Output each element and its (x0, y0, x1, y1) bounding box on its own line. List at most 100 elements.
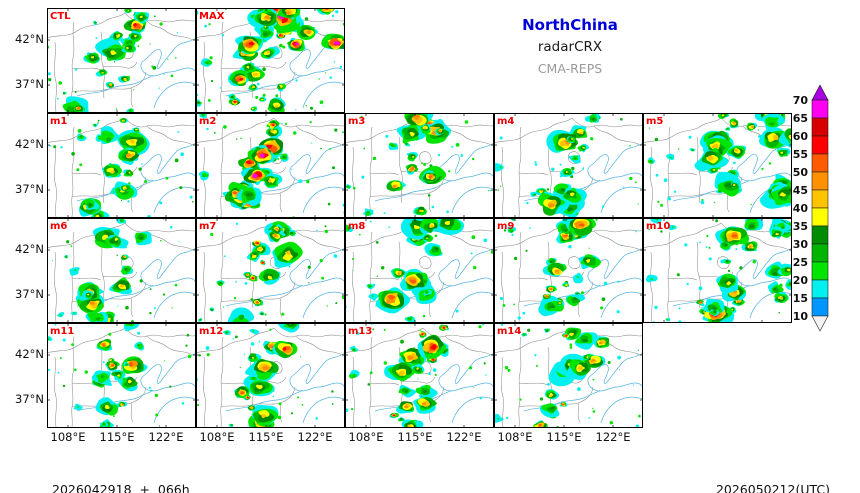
colorbar-tick-label: 50 (793, 166, 809, 179)
colorbar-segment (811, 261, 829, 281)
panel-label: m10 (646, 221, 670, 232)
panel-m6: m6 (47, 218, 196, 323)
colorbar-segment (811, 171, 829, 191)
panel-m4: m4 (494, 113, 643, 218)
radar-echoes (345, 113, 491, 217)
product-title: radarCRX (537, 39, 603, 55)
valid-time-utc: 2026050212(UTC) (715, 482, 830, 493)
panel-m1: m1 (47, 113, 196, 218)
radar-echoes (196, 8, 345, 113)
panel-m10: m10 (643, 218, 792, 323)
map-linework (345, 117, 494, 218)
colorbar-segment (811, 153, 829, 173)
panel-label: m13 (348, 326, 372, 337)
lon-label: 122°E (595, 430, 631, 444)
lat-label: 42°N (15, 242, 44, 256)
colorbar-tick-label: 25 (793, 256, 808, 269)
radar-echoes (494, 218, 637, 320)
panel-label: m5 (646, 116, 663, 127)
lon-label: 122°E (446, 430, 482, 444)
colorbar-segment (811, 135, 829, 155)
panel-label: m7 (199, 221, 216, 232)
colorbar-segment (811, 207, 829, 227)
panel-label: m8 (348, 221, 365, 232)
colorbar-tick-label: 20 (793, 274, 809, 287)
colorbar-segment (811, 99, 829, 119)
radar-echoes (51, 218, 180, 323)
panel-m8: m8 (345, 218, 494, 323)
radar-echoes (47, 323, 192, 428)
radar-echoes (647, 113, 792, 209)
lat-label: 42°N (15, 32, 44, 46)
map-linework (494, 327, 643, 428)
panel-ctl: CTL (47, 8, 196, 113)
lat-label: 37°N (15, 392, 44, 406)
lat-label: 37°N (15, 77, 44, 91)
lat-label: 42°N (15, 347, 44, 361)
colorbar-segment (811, 279, 829, 299)
colorbar-tick-label: 70 (793, 94, 809, 107)
panel-label: m2 (199, 116, 216, 127)
lon-label: 108°E (50, 430, 86, 444)
colorbar-tick-label: 65 (793, 112, 808, 125)
radar-echoes (196, 323, 334, 428)
radar-echoes (49, 118, 194, 218)
panel-label: CTL (50, 11, 71, 22)
radar-echoes (494, 113, 639, 218)
radar-echoes (345, 218, 494, 323)
lon-label: 115°E (248, 430, 284, 444)
init-time-utc: 2026042918 + 066h (52, 482, 190, 493)
colorbar-tick-label: 60 (793, 130, 809, 143)
radar-echoes (198, 218, 345, 323)
region-title: NorthChina (522, 16, 618, 34)
lat-label: 42°N (15, 137, 44, 151)
panel-label: m6 (50, 221, 67, 232)
colorbar-tick-label: 45 (793, 184, 808, 197)
model-title: CMA-REPS (537, 61, 603, 76)
panel-m9: m9 (494, 218, 643, 323)
reflectivity-colorbar: 70 65 60 55 50 45 40 35 30 25 20 15 10 (793, 84, 829, 332)
lon-label: 115°E (397, 430, 433, 444)
lat-label: 37°N (15, 182, 44, 196)
lon-label: 115°E (99, 430, 135, 444)
panel-m13: m13 (345, 323, 494, 428)
lon-label: 122°E (148, 430, 184, 444)
colorbar-tick-label: 40 (793, 202, 809, 215)
radar-echoes (198, 113, 345, 218)
panel-label: m3 (348, 116, 365, 127)
colorbar-segment (811, 297, 829, 317)
colorbar-tick-label: 10 (793, 310, 809, 323)
colorbar-tick-label: 30 (793, 238, 809, 251)
colorbar-segment (811, 189, 829, 209)
panel-m12: m12 (196, 323, 345, 428)
figure-titles: NorthChina radarCRX CMA-REPS (460, 14, 680, 80)
panel-label: m9 (497, 221, 514, 232)
panel-m7: m7 (196, 218, 345, 323)
panel-m5: m5 (643, 113, 792, 218)
panel-max: MAX (196, 8, 345, 113)
colorbar-tick-label: 35 (793, 220, 808, 233)
panel-label: m14 (497, 326, 521, 337)
panel-m11: m11 (47, 323, 196, 428)
colorbar-tick-label: 15 (793, 292, 808, 305)
footer-valid-times: 2026050212(UTC) 2026050220(CST) (688, 447, 830, 493)
colorbar-segment (811, 243, 829, 263)
radar-echoes (645, 218, 792, 323)
panel-label: m4 (497, 116, 514, 127)
radar-echoes (47, 8, 179, 113)
colorbar-segment (811, 117, 829, 137)
footer-init-times: 2026042918 + 066h 2026043002 + 066h (52, 447, 190, 493)
panel-m14: m14 (494, 323, 643, 428)
panel-label: m12 (199, 326, 223, 337)
radar-echoes (494, 323, 641, 428)
panel-m2: m2 (196, 113, 345, 218)
panel-label: m11 (50, 326, 74, 337)
lon-label: 108°E (199, 430, 235, 444)
lat-label: 37°N (15, 287, 44, 301)
lon-label: 108°E (497, 430, 533, 444)
panel-label: MAX (199, 11, 225, 22)
lon-label: 115°E (546, 430, 582, 444)
colorbar-segment (811, 225, 829, 245)
lon-label: 122°E (297, 430, 333, 444)
radar-echoes (345, 323, 487, 428)
